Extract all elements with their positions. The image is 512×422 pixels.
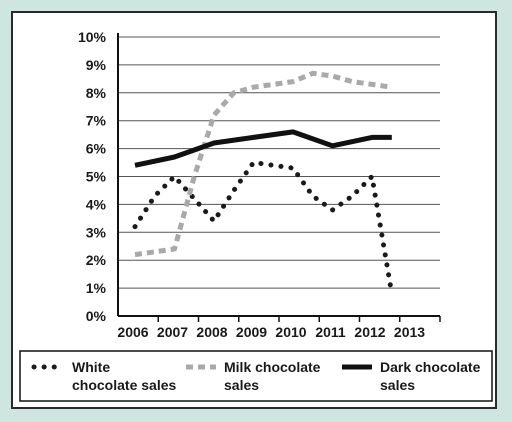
y-tick-label: 6% <box>86 141 107 157</box>
y-tick-label: 5% <box>86 169 107 185</box>
grid-lines <box>118 36 440 289</box>
x-tick-label: 2008 <box>196 324 227 340</box>
x-tick-label: 2013 <box>394 324 425 340</box>
y-tick-label: 0% <box>86 308 107 324</box>
x-tick-label: 2010 <box>275 324 306 340</box>
y-tick-label: 9% <box>86 57 107 73</box>
legend-box <box>19 350 493 402</box>
series-line-dotted <box>132 160 395 297</box>
y-tick-label: 1% <box>86 280 107 296</box>
legend-label: Milk chocolate <box>224 359 321 375</box>
legend-label: sales <box>380 377 415 393</box>
series-line-dashed <box>134 70 393 258</box>
legend-label: White <box>72 359 110 375</box>
x-tick-label: 2012 <box>354 324 385 340</box>
y-tick-label: 7% <box>86 113 107 129</box>
x-tick-label: 2006 <box>117 324 148 340</box>
legend-label: Dark chocolate <box>380 359 481 375</box>
y-tick-label: 4% <box>86 196 107 212</box>
y-tick-label: 2% <box>86 252 107 268</box>
y-tick-label: 10% <box>78 29 107 45</box>
series-line-solid <box>134 129 392 168</box>
legend-label: sales <box>224 377 259 393</box>
y-tick-label: 8% <box>86 85 107 101</box>
y-tick-label: 3% <box>86 224 107 240</box>
chart-frame <box>11 11 497 409</box>
legend-label: chocolate sales <box>72 377 176 393</box>
y-axis-tick-labels: 0% 1% 2% 3% 4% 5% 6% 7% 8% 9% 10% <box>78 29 107 324</box>
x-axis-tick-labels: 2006 2007 2008 2009 2010 2011 2012 2013 <box>117 324 425 340</box>
series-lines <box>132 70 395 297</box>
x-tick-label: 2007 <box>157 324 188 340</box>
x-tick-label: 2009 <box>236 324 267 340</box>
axes <box>117 33 441 322</box>
legend: White chocolate sales Milk chocolate sales D… <box>19 350 493 402</box>
x-tick-label: 2011 <box>315 324 346 340</box>
